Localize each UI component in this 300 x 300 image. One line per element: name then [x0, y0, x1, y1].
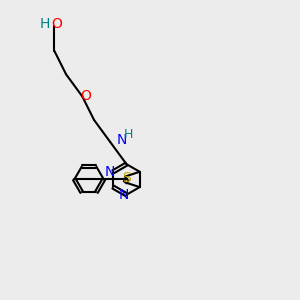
Text: N: N — [117, 133, 127, 147]
Text: O: O — [80, 89, 91, 103]
Text: H: H — [40, 17, 50, 31]
Text: N: N — [118, 188, 129, 202]
Text: O: O — [51, 17, 62, 31]
Text: S: S — [122, 171, 131, 185]
Text: H: H — [124, 128, 133, 141]
Text: N: N — [105, 165, 116, 179]
